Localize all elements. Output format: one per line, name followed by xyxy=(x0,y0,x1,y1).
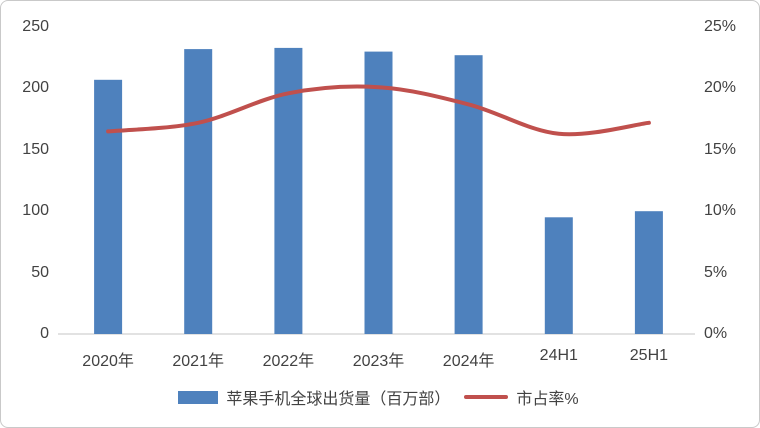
bar-24H1 xyxy=(544,217,573,334)
legend-item-share: 市占率% xyxy=(464,385,579,409)
right-tick-5%: 5% xyxy=(704,263,728,281)
left-tick-200: 200 xyxy=(22,79,49,97)
legend-line-swatch-icon xyxy=(464,395,509,399)
market-share-line xyxy=(106,84,651,137)
bar-2024年 xyxy=(454,55,483,334)
right-tick-15%: 15% xyxy=(704,140,737,158)
bar-2023年 xyxy=(364,51,393,334)
bar-25H1 xyxy=(634,211,663,334)
left-tick-50: 50 xyxy=(31,263,49,281)
x-label-24H1: 24H1 xyxy=(539,347,578,364)
right-tick-10%: 10% xyxy=(704,202,737,220)
right-tick-25%: 25% xyxy=(704,18,737,35)
right-tick-20%: 20% xyxy=(704,79,737,97)
legend-bar-label: 苹果手机全球出货量（百万部） xyxy=(226,391,451,408)
legend-bar-swatch-icon xyxy=(178,390,219,404)
x-label-2022年: 2022年 xyxy=(262,353,315,370)
legend-item-shipments: 苹果手机全球出货量（百万部） xyxy=(178,385,450,409)
x-label-2020年: 2020年 xyxy=(82,353,134,370)
legend-line-label: 市占率% xyxy=(516,391,579,408)
left-tick-150: 150 xyxy=(22,140,49,158)
x-label-2023年: 2023年 xyxy=(352,353,405,370)
left-tick-100: 100 xyxy=(22,202,49,220)
legend: 苹果手机全球出货量（百万部） 市占率% xyxy=(63,385,694,409)
x-label-25H1: 25H1 xyxy=(629,347,669,364)
bar-2021年 xyxy=(184,49,213,334)
right-tick-0%: 0% xyxy=(704,325,728,342)
x-label-2024年: 2024年 xyxy=(442,353,495,370)
left-tick-0: 0 xyxy=(40,325,49,342)
bars-series xyxy=(94,47,663,335)
left-tick-250: 250 xyxy=(22,18,49,35)
bar-2020年 xyxy=(94,79,123,334)
x-label-2021年: 2021年 xyxy=(172,353,224,370)
